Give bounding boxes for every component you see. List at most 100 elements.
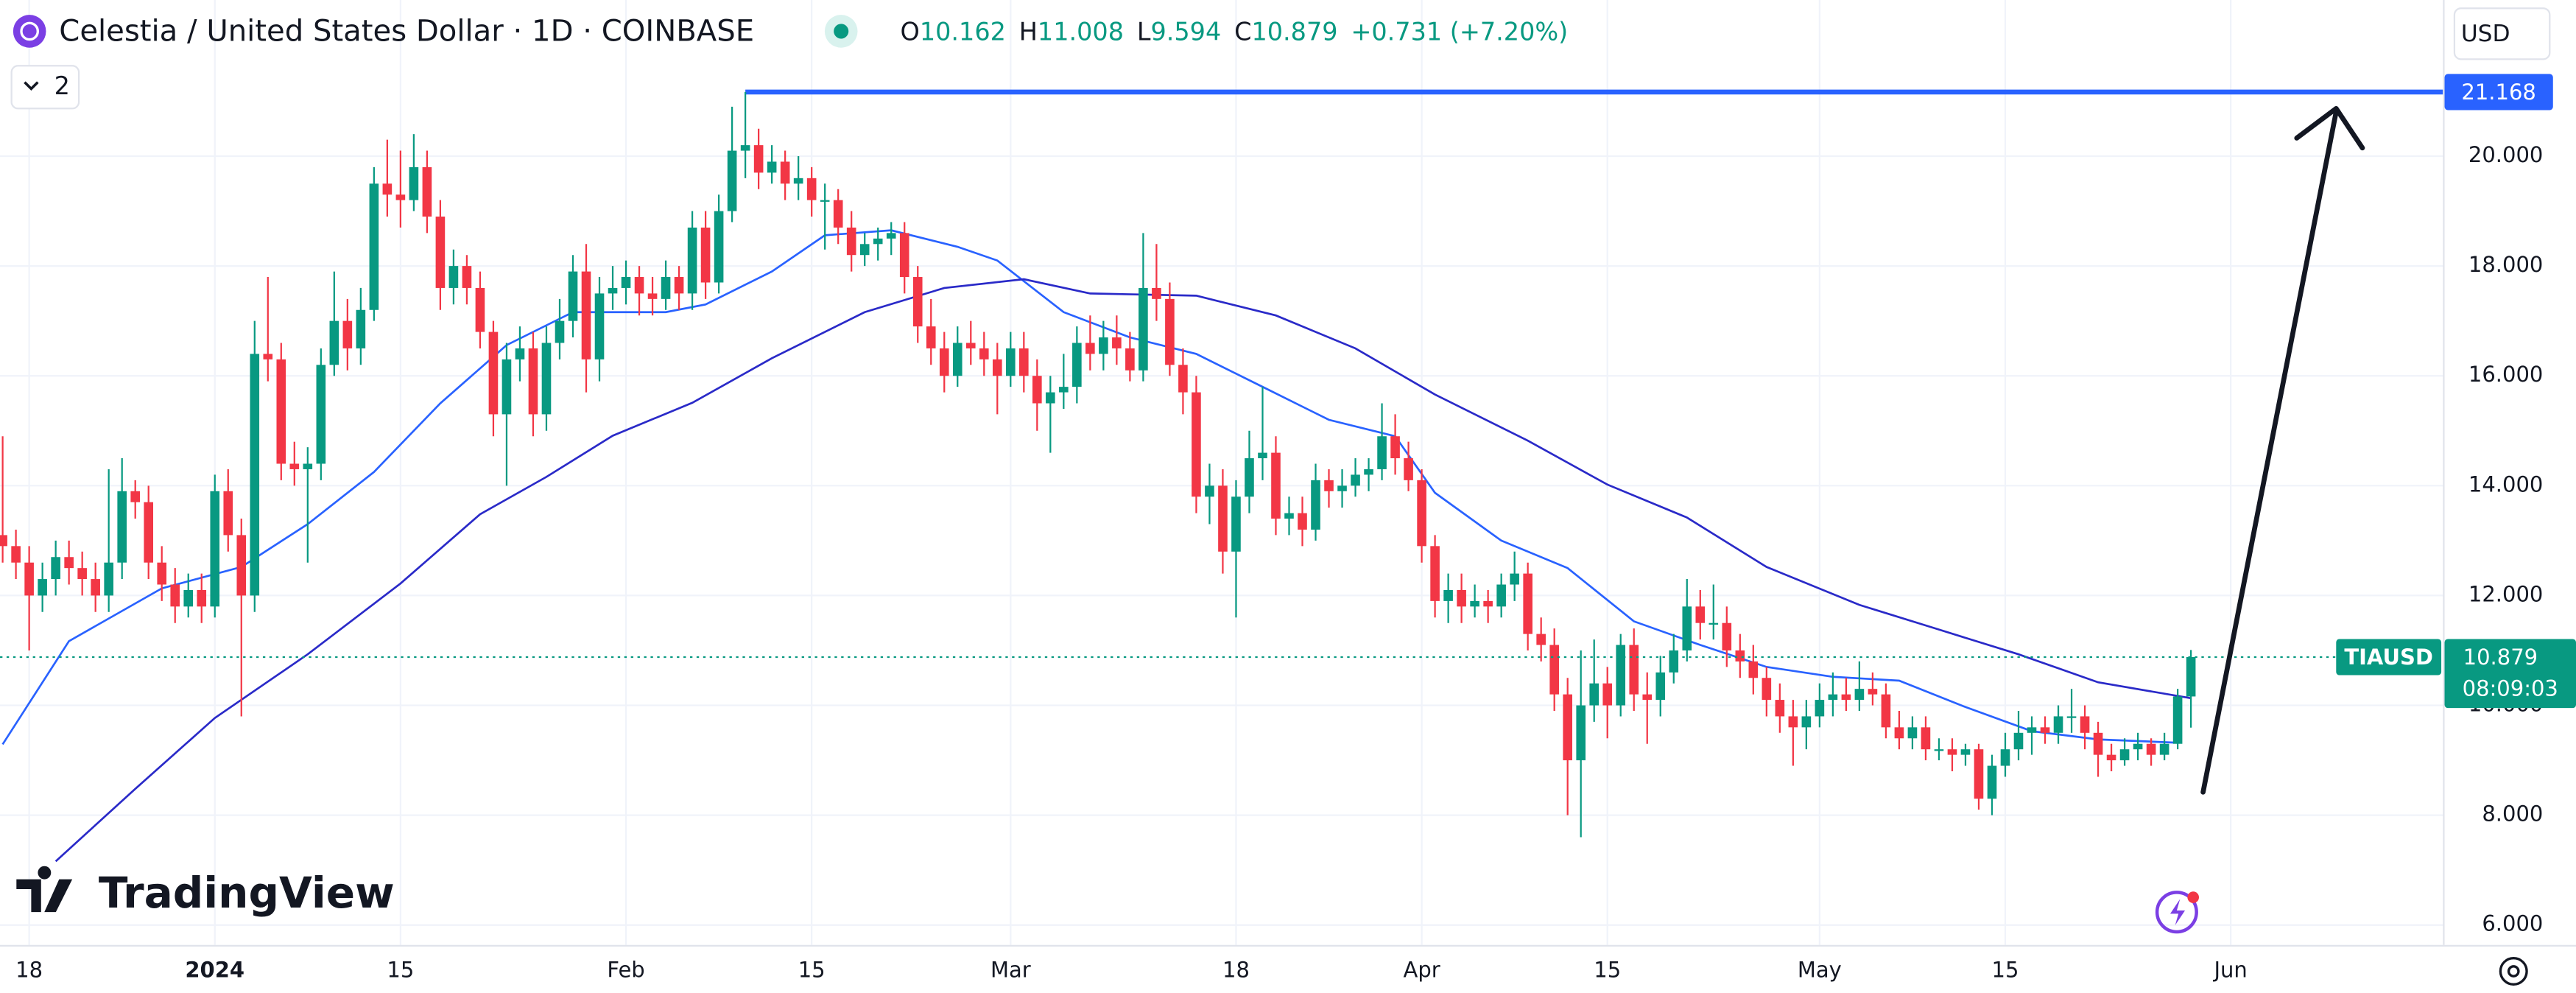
- candle-body: [263, 354, 273, 359]
- candle-body: [409, 166, 419, 200]
- candle-body: [2027, 727, 2037, 733]
- candle-body: [1563, 694, 1572, 761]
- x-tick-label: Apr: [1404, 957, 1440, 982]
- candle-body: [1881, 694, 1891, 728]
- alert-icon[interactable]: [2155, 891, 2198, 934]
- candle-body: [753, 145, 764, 173]
- moving-average-line: [1, 229, 2178, 745]
- candle-body: [1616, 645, 1626, 706]
- ohlc-key: C: [1234, 17, 1251, 46]
- candle-body: [979, 348, 989, 359]
- symbol-tag: [2336, 639, 2442, 676]
- candle-body: [2093, 732, 2103, 755]
- candle-body: [1775, 700, 1785, 717]
- candle-body: [2080, 716, 2090, 733]
- candle-body: [1934, 749, 1944, 751]
- plot: [0, 89, 2443, 863]
- indicator-toggle[interactable]: [10, 65, 80, 110]
- candle-body: [51, 557, 60, 580]
- symbol-label: TIAUSD: [2344, 645, 2433, 670]
- candle-body: [2040, 727, 2050, 733]
- candle-body: [568, 271, 578, 321]
- candle-body: [661, 277, 671, 299]
- candle-body: [1788, 716, 1798, 728]
- candle-body: [1642, 694, 1653, 701]
- candle-body: [1072, 343, 1082, 387]
- candle-body: [1443, 589, 1453, 601]
- ohlc-value: 10.162: [920, 17, 1006, 46]
- chart-title[interactable]: Celestia / United States Dollar · 1D · C…: [59, 15, 754, 49]
- candle-body: [515, 348, 525, 359]
- candle-body: [1536, 634, 1546, 645]
- candle-body: [1046, 392, 1055, 404]
- candle-body: [2133, 743, 2143, 750]
- candle-body: [2186, 656, 2196, 697]
- change-value: +0.731 (+7.20%): [1351, 17, 1568, 46]
- candle-body: [369, 183, 379, 310]
- settings-icon-center: [2507, 965, 2520, 978]
- candle-body: [1178, 365, 1188, 393]
- candle-body: [1085, 343, 1095, 354]
- candle-body: [1364, 469, 1373, 475]
- candle-body: [435, 217, 446, 288]
- candle-body: [488, 331, 499, 415]
- candle-body: [2106, 754, 2116, 761]
- candle-body: [1576, 705, 1586, 761]
- arrow-drawing[interactable]: [2200, 105, 2365, 795]
- candle-body: [846, 227, 856, 256]
- candle-body: [1722, 622, 1732, 650]
- currency-label: USD: [2461, 21, 2510, 47]
- candle-body: [1801, 716, 1812, 728]
- x-tick-label: 15: [1992, 957, 2019, 982]
- candle-body: [1258, 452, 1267, 459]
- candle-body: [1152, 287, 1161, 299]
- candle-body: [382, 183, 393, 195]
- candle-body: [1510, 573, 1519, 585]
- alert-bolt: [2169, 899, 2186, 926]
- chevron-icon: [24, 81, 39, 91]
- candle-body: [276, 359, 286, 464]
- candle-body: [356, 309, 366, 348]
- candle-body: [77, 568, 87, 580]
- hline-price-label: 21.168: [2461, 80, 2535, 105]
- alert-badge: [2187, 891, 2200, 903]
- x-tick-label: 15: [798, 957, 826, 982]
- candle-body: [1231, 496, 1241, 552]
- candle-body: [1205, 485, 1214, 497]
- candle-body: [608, 287, 618, 294]
- candle-body: [581, 271, 591, 359]
- candle-body: [1907, 727, 1918, 739]
- candle-body: [873, 238, 883, 245]
- candle-body: [11, 546, 21, 563]
- candle-body: [1139, 287, 1148, 371]
- currency-button[interactable]: [2453, 7, 2551, 60]
- candle-body: [2146, 743, 2156, 755]
- candle-body: [912, 277, 923, 327]
- candle-body: [1019, 348, 1029, 376]
- candle-body: [24, 562, 34, 596]
- candle-body: [1828, 694, 1838, 701]
- axes: 6.0008.00010.00012.00014.00016.00018.000…: [15, 74, 2576, 982]
- candle-body: [2159, 743, 2169, 755]
- candle-body: [342, 320, 353, 348]
- x-tick-label: 15: [1594, 957, 1621, 982]
- candle-body: [1337, 485, 1347, 491]
- candle-body: [316, 365, 326, 464]
- ohlc-key: O: [901, 17, 920, 46]
- candle-body: [1059, 387, 1069, 393]
- candle-body: [395, 194, 406, 200]
- candle-body: [1351, 474, 1360, 486]
- settings-icon[interactable]: [2499, 956, 2528, 986]
- candle-body: [1854, 689, 1865, 701]
- price-tag: [2444, 639, 2576, 709]
- candle-body: [1377, 436, 1387, 469]
- candle-body: [1311, 480, 1320, 530]
- candle-body: [329, 320, 339, 365]
- x-tick-label: Jun: [2212, 957, 2247, 982]
- x-tick-label: 18: [1222, 957, 1250, 982]
- x-tick-label: 2024: [185, 957, 244, 982]
- candle-body: [555, 320, 565, 343]
- brand-name: TradingView: [99, 868, 395, 918]
- logo-mark: [20, 21, 39, 41]
- candle-body: [91, 579, 100, 596]
